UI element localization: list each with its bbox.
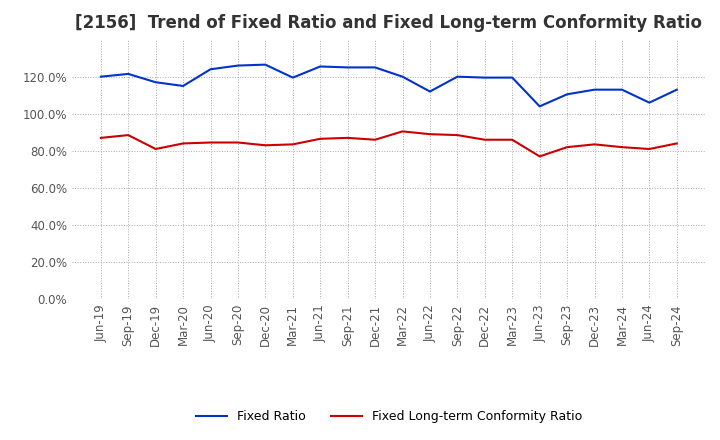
Fixed Long-term Conformity Ratio — [426, 132, 434, 137]
Fixed Long-term Conformity Ratio — [151, 147, 160, 152]
Fixed Long-term Conformity Ratio — [398, 129, 407, 134]
Fixed Long-term Conformity Ratio — [453, 132, 462, 138]
Fixed Ratio — [179, 83, 187, 88]
Fixed Ratio — [508, 75, 516, 80]
Fixed Long-term Conformity Ratio — [261, 143, 270, 148]
Fixed Ratio — [563, 92, 572, 97]
Fixed Long-term Conformity Ratio — [480, 137, 489, 143]
Fixed Long-term Conformity Ratio — [233, 140, 242, 145]
Fixed Long-term Conformity Ratio — [508, 137, 516, 143]
Fixed Ratio — [371, 65, 379, 70]
Fixed Ratio — [426, 89, 434, 94]
Line: Fixed Ratio: Fixed Ratio — [101, 65, 677, 106]
Fixed Ratio — [151, 80, 160, 85]
Fixed Ratio — [645, 100, 654, 105]
Fixed Ratio — [261, 62, 270, 67]
Fixed Ratio — [453, 74, 462, 79]
Fixed Ratio — [316, 64, 325, 69]
Fixed Ratio — [96, 74, 105, 79]
Fixed Ratio — [233, 63, 242, 68]
Line: Fixed Long-term Conformity Ratio: Fixed Long-term Conformity Ratio — [101, 132, 677, 156]
Fixed Ratio — [536, 104, 544, 109]
Fixed Long-term Conformity Ratio — [206, 140, 215, 145]
Fixed Long-term Conformity Ratio — [179, 141, 187, 146]
Fixed Long-term Conformity Ratio — [343, 135, 352, 140]
Fixed Long-term Conformity Ratio — [590, 142, 599, 147]
Fixed Long-term Conformity Ratio — [536, 154, 544, 159]
Title: [2156]  Trend of Fixed Ratio and Fixed Long-term Conformity Ratio: [2156] Trend of Fixed Ratio and Fixed Lo… — [76, 15, 702, 33]
Fixed Long-term Conformity Ratio — [645, 147, 654, 152]
Fixed Long-term Conformity Ratio — [289, 142, 297, 147]
Legend: Fixed Ratio, Fixed Long-term Conformity Ratio: Fixed Ratio, Fixed Long-term Conformity … — [191, 405, 587, 428]
Fixed Long-term Conformity Ratio — [371, 137, 379, 143]
Fixed Long-term Conformity Ratio — [316, 136, 325, 141]
Fixed Long-term Conformity Ratio — [618, 144, 626, 150]
Fixed Ratio — [618, 87, 626, 92]
Fixed Ratio — [343, 65, 352, 70]
Fixed Ratio — [590, 87, 599, 92]
Fixed Long-term Conformity Ratio — [96, 135, 105, 140]
Fixed Long-term Conformity Ratio — [563, 144, 572, 150]
Fixed Long-term Conformity Ratio — [124, 132, 132, 138]
Fixed Ratio — [672, 87, 681, 92]
Fixed Long-term Conformity Ratio — [672, 141, 681, 146]
Fixed Ratio — [289, 75, 297, 80]
Fixed Ratio — [206, 66, 215, 72]
Fixed Ratio — [124, 71, 132, 77]
Fixed Ratio — [480, 75, 489, 80]
Fixed Ratio — [398, 74, 407, 79]
